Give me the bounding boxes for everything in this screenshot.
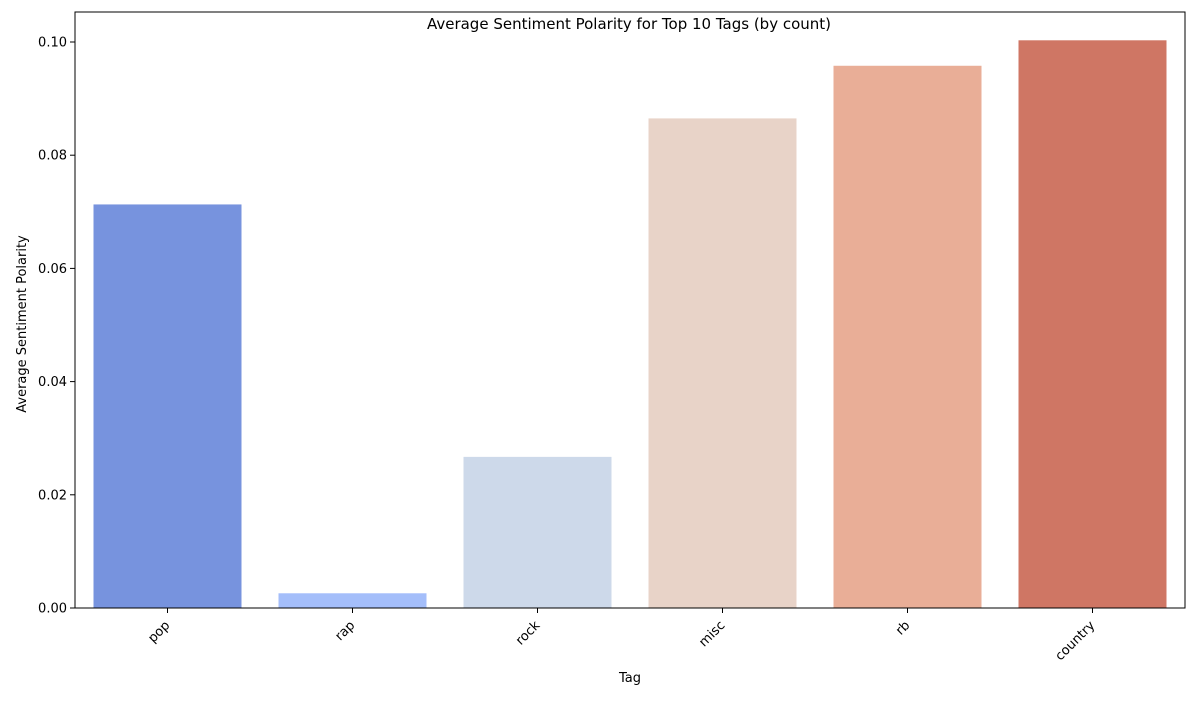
- bar-country: [1018, 40, 1167, 608]
- x-tick-label: pop: [145, 618, 173, 646]
- x-axis-ticks: pop rap rock misc rb country: [145, 608, 1099, 664]
- bar-rock: [463, 456, 612, 608]
- x-tick-label: country: [1053, 618, 1099, 664]
- x-tick-label: rap: [332, 618, 358, 644]
- bar-pop: [93, 204, 242, 608]
- x-tick-label: rock: [513, 618, 544, 649]
- bars-group: [93, 40, 1167, 608]
- x-axis-label: Tag: [618, 671, 641, 686]
- chart-title: Average Sentiment Polarity for Top 10 Ta…: [427, 15, 831, 33]
- y-axis-ticks: 0.00 0.02 0.04 0.06 0.08 0.10: [38, 35, 75, 617]
- y-tick-label: 0.04: [38, 375, 67, 390]
- y-tick-label: 0.06: [38, 262, 67, 277]
- y-tick-label: 0.08: [38, 149, 67, 164]
- y-tick-label: 0.00: [38, 602, 67, 617]
- bar-rap: [278, 593, 427, 608]
- y-tick-label: 0.02: [38, 488, 67, 503]
- plot-frame: [74, 11, 1186, 609]
- x-tick-label: misc: [696, 618, 728, 650]
- bar-rb: [833, 65, 982, 608]
- bar-misc: [648, 118, 797, 608]
- x-tick-label: rb: [893, 618, 913, 638]
- y-axis-label: Average Sentiment Polarity: [15, 235, 30, 413]
- y-tick-label: 0.10: [38, 35, 67, 50]
